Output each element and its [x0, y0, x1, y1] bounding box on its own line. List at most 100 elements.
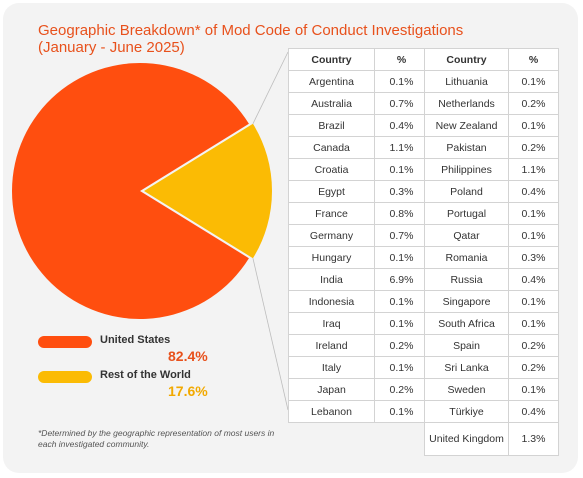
table-row: Pakistan 0.2% [424, 136, 559, 159]
country-cell: Philippines [424, 158, 509, 181]
table-row: Russia 0.4% [424, 268, 559, 291]
country-table-left: Country % Argentina 0.1% Australia 0.7% Braz… [288, 48, 429, 423]
table-row: Canada 1.1% [288, 136, 429, 159]
table-row: Iraq 0.1% [288, 312, 429, 335]
percent-cell: 0.7% [374, 92, 429, 115]
legend-swatch [38, 336, 92, 348]
table-header-row: Country % [424, 48, 559, 71]
country-cell: Japan [288, 378, 375, 401]
percent-cell: 0.1% [374, 158, 429, 181]
country-cell: New Zealand [424, 114, 509, 137]
table-row: Netherlands 0.2% [424, 92, 559, 115]
table-row: Australia 0.7% [288, 92, 429, 115]
percent-cell: 6.9% [374, 268, 429, 291]
country-cell: Iraq [288, 312, 375, 335]
percent-cell: 1.1% [374, 136, 429, 159]
connector-line-bottom [252, 258, 289, 411]
table-row: United Kingdom 1.3% [424, 422, 559, 456]
table-row: Ireland 0.2% [288, 334, 429, 357]
percent-cell: 0.1% [374, 312, 429, 335]
table-row: Singapore 0.1% [424, 290, 559, 313]
country-cell: Russia [424, 268, 509, 291]
percent-cell: 0.3% [374, 180, 429, 203]
table-row: Philippines 1.1% [424, 158, 559, 181]
legend-item-united-states: United States 82.4% [38, 334, 238, 366]
pie-slice-rest-of-world [144, 123, 272, 259]
country-cell: Singapore [424, 290, 509, 313]
percent-cell: 0.1% [508, 114, 559, 137]
table-row: Argentina 0.1% [288, 70, 429, 93]
footnote: *Determined by the geographic representa… [38, 428, 275, 449]
country-cell: Portugal [424, 202, 509, 225]
country-cell: Indonesia [288, 290, 375, 313]
percent-cell: 0.1% [508, 312, 559, 335]
country-table-right: Country % Lithuania 0.1% Netherlands 0.2% Ne… [424, 48, 559, 456]
table-row: Indonesia 0.1% [288, 290, 429, 313]
percent-cell: 0.1% [508, 70, 559, 93]
country-cell: Sri Lanka [424, 356, 509, 379]
country-cell: Netherlands [424, 92, 509, 115]
percent-cell: 0.2% [374, 334, 429, 357]
table-row: Poland 0.4% [424, 180, 559, 203]
country-cell: Egypt [288, 180, 375, 203]
table-row: South Africa 0.1% [424, 312, 559, 335]
country-cell: Spain [424, 334, 509, 357]
column-header-percent: % [374, 48, 429, 71]
table-row: Qatar 0.1% [424, 224, 559, 247]
column-header-percent: % [508, 48, 559, 71]
percent-cell: 0.4% [508, 268, 559, 291]
percent-cell: 1.1% [508, 158, 559, 181]
percent-cell: 0.1% [508, 290, 559, 313]
country-cell: Brazil [288, 114, 375, 137]
legend-value: 17.6% [168, 383, 208, 399]
table-row: Germany 0.7% [288, 224, 429, 247]
country-cell: Hungary [288, 246, 375, 269]
country-cell: Romania [424, 246, 509, 269]
table-row: Lebanon 0.1% [288, 400, 429, 423]
country-cell: Croatia [288, 158, 375, 181]
country-cell: Italy [288, 356, 375, 379]
legend-label: United States [100, 334, 171, 346]
table-row: Brazil 0.4% [288, 114, 429, 137]
percent-cell: 0.1% [508, 202, 559, 225]
column-header-country: Country [424, 48, 509, 71]
country-cell: Türkiye [424, 400, 509, 423]
percent-cell: 0.1% [374, 246, 429, 269]
table-row: Lithuania 0.1% [424, 70, 559, 93]
country-cell: Pakistan [424, 136, 509, 159]
country-cell: Germany [288, 224, 375, 247]
table-row: Hungary 0.1% [288, 246, 429, 269]
table-row: Italy 0.1% [288, 356, 429, 379]
table-row: Sri Lanka 0.2% [424, 356, 559, 379]
country-cell: Australia [288, 92, 375, 115]
percent-cell: 0.1% [508, 378, 559, 401]
percent-cell: 0.3% [508, 246, 559, 269]
legend-item-rest-of-world: Rest of the World 17.6% [38, 369, 238, 401]
table-row: India 6.9% [288, 268, 429, 291]
table-row: Romania 0.3% [424, 246, 559, 269]
chart-title: Geographic Breakdown* of Mod Code of Con… [38, 22, 508, 56]
percent-cell: 0.7% [374, 224, 429, 247]
percent-cell: 0.2% [508, 356, 559, 379]
percent-cell: 0.1% [508, 224, 559, 247]
country-cell: United Kingdom [424, 422, 509, 456]
legend-label: Rest of the World [100, 369, 191, 381]
title-line: Geographic Breakdown* of Mod Code of Con… [38, 22, 464, 39]
pie-slice-united-states [11, 63, 249, 320]
percent-cell: 0.4% [374, 114, 429, 137]
percent-cell: 0.2% [508, 136, 559, 159]
legend-swatch [38, 371, 92, 383]
column-header-country: Country [288, 48, 375, 71]
table-row: Japan 0.2% [288, 378, 429, 401]
table-row: Portugal 0.1% [424, 202, 559, 225]
percent-cell: 1.3% [508, 422, 559, 456]
percent-cell: 0.1% [374, 290, 429, 313]
table-row: New Zealand 0.1% [424, 114, 559, 137]
percent-cell: 0.8% [374, 202, 429, 225]
subtitle-line: (January - June 2025) [38, 39, 185, 56]
country-cell: Lebanon [288, 400, 375, 423]
table-row: Türkiye 0.4% [424, 400, 559, 423]
table-row: Croatia 0.1% [288, 158, 429, 181]
country-cell: Sweden [424, 378, 509, 401]
